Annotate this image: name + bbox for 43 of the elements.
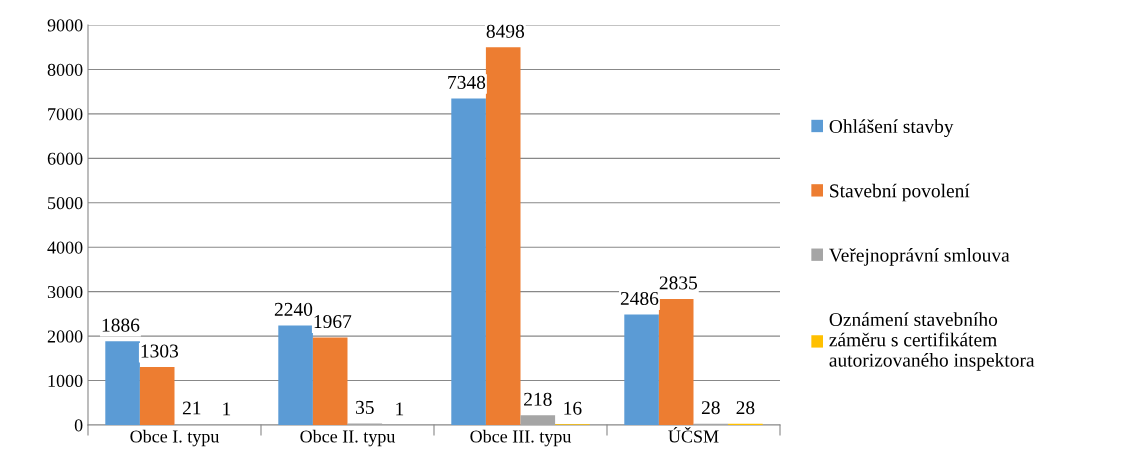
bar [485, 47, 521, 425]
x-tick-label: Obce II. typu [300, 429, 396, 447]
y-tick-label: 1000 [48, 374, 83, 387]
bar [520, 415, 556, 425]
data-label: 2486 [620, 291, 659, 306]
legend-label: Oznámení stavebního záměru s certifikátem autorizovaného inspektora [829, 312, 1035, 371]
y-tick-label: 0 [74, 419, 83, 432]
data-label: 1 [223, 402, 231, 416]
data-label: 21 [182, 401, 201, 415]
y-tick-label: 4000 [47, 241, 83, 254]
y-tick-label: 6000 [47, 152, 83, 165]
x-tick-label: ÚČSM [668, 426, 719, 443]
legend-label: Stavební povolení [830, 183, 970, 202]
y-tick-label: 5000 [48, 197, 83, 210]
x-tick-label: Obce I. typu [130, 429, 220, 447]
data-label: 35 [356, 400, 374, 414]
bar [658, 299, 694, 425]
bar [624, 314, 659, 425]
data-label: 16 [564, 401, 582, 415]
data-label: 7348 [448, 75, 486, 89]
bar [451, 98, 486, 425]
y-tick-label: 8000 [47, 63, 83, 76]
bar [105, 341, 140, 425]
y-tick-label: 9000 [47, 19, 83, 32]
data-label: 2835 [659, 276, 698, 290]
x-tick-label: Obce III. typu [470, 429, 572, 447]
legend-label: Veřejnoprávní smlouva [829, 248, 1010, 266]
legend-label: Ohlášení stavby [829, 119, 954, 138]
bar [139, 367, 175, 425]
y-tick-label: 7000 [48, 108, 83, 121]
bar [278, 325, 313, 425]
data-label: 218 [524, 392, 552, 406]
data-label: 1886 [102, 318, 140, 332]
data-label: 1 [396, 402, 404, 416]
y-tick-label: 2000 [47, 330, 83, 343]
data-label: 1303 [141, 344, 179, 358]
data-label: 28 [701, 401, 720, 415]
data-label: 28 [736, 401, 755, 415]
y-tick-label: 3000 [47, 285, 83, 299]
data-label: 8498 [486, 24, 525, 38]
data-label: 2240 [274, 302, 313, 316]
data-label: 1967 [314, 315, 352, 329]
bar [312, 337, 348, 425]
